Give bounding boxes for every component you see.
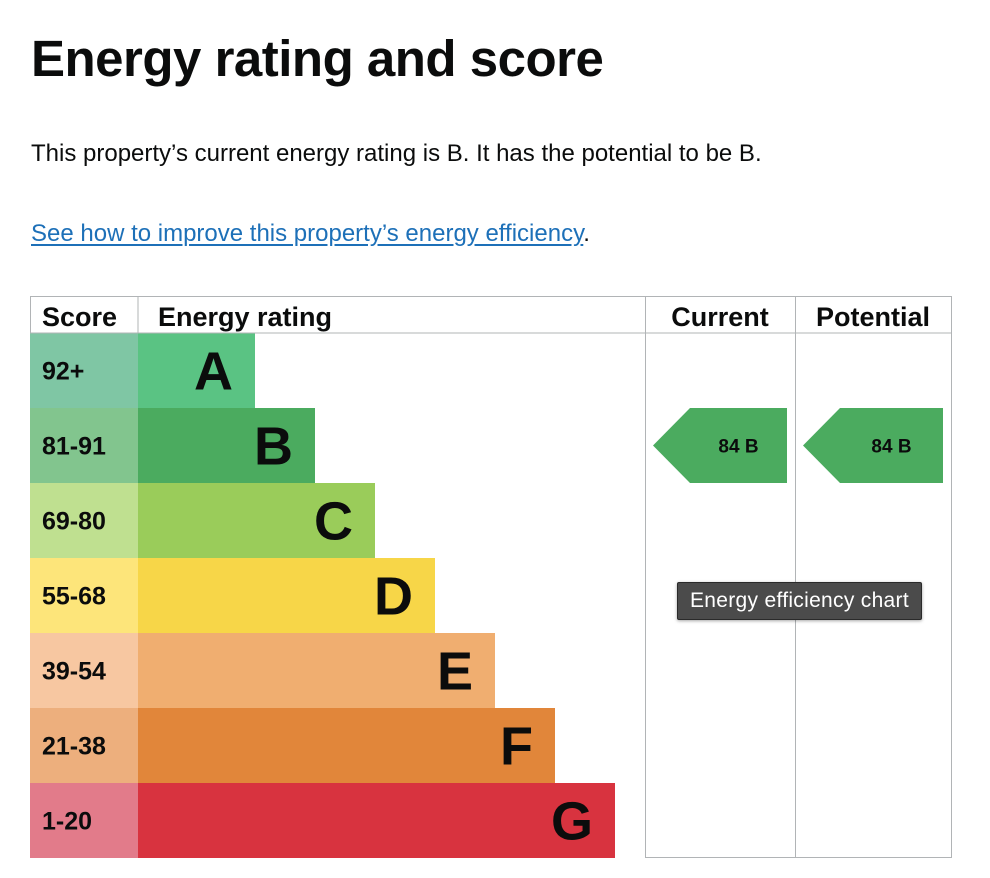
rating-letter-a: A — [194, 342, 233, 402]
rating-bar-d — [138, 558, 435, 633]
chart-tooltip: Energy efficiency chart — [677, 582, 922, 620]
score-cell-e — [30, 633, 138, 708]
score-label-a: 92+ — [42, 358, 84, 386]
rating-bar-b — [138, 408, 315, 483]
page-title: Energy rating and score — [31, 30, 604, 87]
potential-header: Potential — [816, 302, 930, 332]
energy-rating-header: Energy rating — [158, 302, 332, 332]
rating-letter-e: E — [437, 642, 473, 702]
score-header: Score — [42, 302, 117, 332]
rating-letter-d: D — [374, 567, 413, 627]
potential-arrow-label: 84 B — [871, 437, 911, 458]
score-label-d: 55-68 — [42, 583, 106, 611]
improve-efficiency-link[interactable]: See how to improve this property’s energ… — [31, 220, 584, 247]
rating-summary: This property’s current energy rating is… — [31, 140, 762, 167]
rating-letter-f: F — [500, 717, 533, 777]
rating-bar-e — [138, 633, 495, 708]
rating-bar-f — [138, 708, 555, 783]
rating-letter-b: B — [254, 417, 293, 477]
improve-link-suffix: . — [583, 220, 590, 247]
score-label-e: 39-54 — [42, 658, 106, 686]
rating-letter-c: C — [314, 492, 353, 552]
rating-bar-g — [138, 783, 615, 858]
current-arrow — [653, 408, 787, 483]
score-cell-d — [30, 558, 138, 633]
potential-arrow — [803, 408, 943, 483]
score-label-b: 81-91 — [42, 433, 106, 461]
score-cell-f — [30, 708, 138, 783]
rating-bar-c — [138, 483, 375, 558]
current-arrow-label: 84 B — [718, 437, 758, 458]
rating-letter-g: G — [551, 792, 593, 852]
score-label-f: 21-38 — [42, 733, 106, 761]
score-cell-a — [30, 333, 138, 408]
energy-chart-svg: Score Energy rating Current Potential 92+ A 81… — [30, 296, 952, 858]
rating-bar-a — [138, 333, 255, 408]
score-cell-b — [30, 408, 138, 483]
improve-paragraph: See how to improve this property’s energ… — [31, 218, 590, 250]
score-cell-g — [30, 783, 138, 858]
score-label-g: 1-20 — [42, 808, 92, 836]
energy-efficiency-chart: Score Energy rating Current Potential 92+ A 81… — [30, 296, 952, 860]
score-label-c: 69-80 — [42, 508, 106, 536]
current-header: Current — [671, 302, 769, 332]
score-cell-c — [30, 483, 138, 558]
